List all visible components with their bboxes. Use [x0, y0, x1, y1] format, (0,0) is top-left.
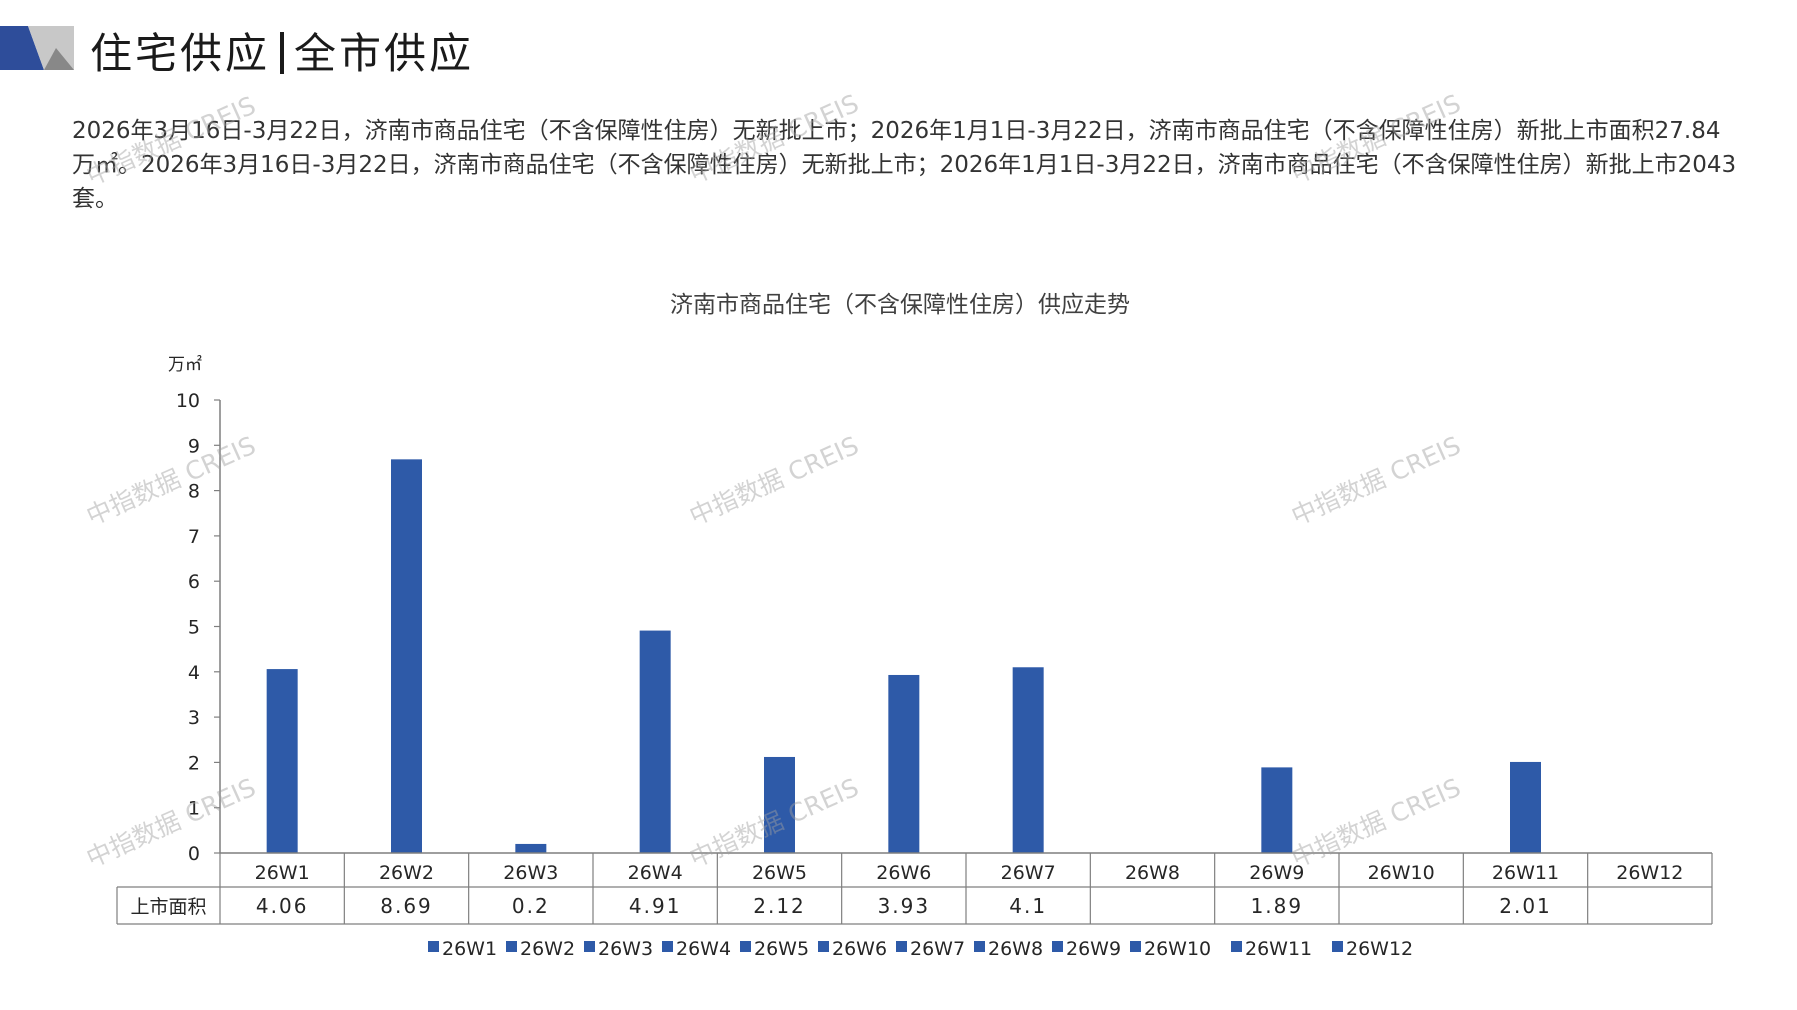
- y-tick-label: 1: [188, 798, 200, 820]
- legend-entry: 26W11: [1245, 938, 1312, 960]
- x-category-label: 26W7: [1001, 862, 1056, 884]
- y-tick-label: 6: [188, 571, 200, 593]
- y-tick-label: 7: [188, 526, 200, 548]
- y-axis-unit: 万㎡: [168, 355, 202, 375]
- legend-swatch: [428, 941, 439, 952]
- bar-26w4: [639, 630, 671, 853]
- bar-26w7: [1012, 667, 1044, 853]
- x-category-label: 26W12: [1616, 862, 1683, 884]
- legend-swatch: [1130, 941, 1141, 952]
- legend-swatch: [818, 941, 829, 952]
- legend-entry: 26W1: [442, 938, 497, 960]
- bar-26w9: [1261, 767, 1293, 853]
- table-value-label: 4.06: [256, 894, 309, 918]
- legend-swatch: [896, 941, 907, 952]
- table-value-label: 0.2: [512, 894, 550, 918]
- summary-paragraph: 2026年3月16日-3月22日，济南市商品住宅（不含保障性住房）无新批上市；2…: [72, 118, 1737, 212]
- y-tick-label: 9: [188, 435, 200, 457]
- y-tick-label: 8: [188, 481, 200, 503]
- x-category-label: 26W5: [752, 862, 807, 884]
- legend-entry: 26W2: [520, 938, 575, 960]
- supply-bar-chart: 济南市商品住宅（不含保障性住房）供应走势 万㎡ 0 1 2 3 4 5 6 7 8 9 10 26W1…: [116, 292, 1713, 960]
- bar-26w5: [764, 756, 795, 853]
- table-value-label: 2.01: [1499, 894, 1552, 918]
- legend-entry: 26W7: [910, 938, 965, 960]
- legend-swatch: [1231, 941, 1242, 952]
- table-value-label: 2.12: [753, 894, 806, 918]
- legend-entry: 26W6: [832, 938, 887, 960]
- logo-dark-shape: [0, 26, 44, 70]
- table-value-label: 4.1: [1009, 894, 1047, 918]
- legend-entry: 26W5: [754, 938, 809, 960]
- x-category-label: 26W11: [1492, 862, 1559, 884]
- page-title-subsection: 全市供应: [294, 29, 475, 78]
- x-category-label: 26W8: [1125, 862, 1180, 884]
- chart-title: 济南市商品住宅（不含保障性住房）供应走势: [670, 292, 1130, 318]
- x-category-label: 26W2: [379, 862, 434, 884]
- legend-swatch: [584, 941, 595, 952]
- legend-swatch: [740, 941, 751, 952]
- legend-entry: 26W4: [676, 938, 731, 960]
- legend-entry: 26W3: [598, 938, 653, 960]
- page-title-section: 住宅供应: [90, 29, 271, 78]
- y-tick-label: 10: [176, 390, 200, 412]
- x-category-label: 26W4: [628, 862, 683, 884]
- bar-26w3: [515, 843, 547, 853]
- page-title: 住宅供应 全市供应: [90, 20, 474, 81]
- logo-notch-shape: [44, 48, 74, 70]
- legend-swatch: [662, 941, 673, 952]
- table-value-label: 3.93: [878, 894, 931, 918]
- bar-26w6: [888, 674, 920, 853]
- bar-26w1: [266, 669, 298, 853]
- y-tick-label: 2: [188, 752, 200, 774]
- bar-26w11: [1510, 761, 1541, 853]
- bar-26w2: [391, 459, 422, 853]
- y-tick-label: 0: [188, 843, 200, 865]
- table-value-label: 4.91: [629, 894, 682, 918]
- y-tick-label: 3: [188, 707, 200, 729]
- legend-entry: 26W9: [1066, 938, 1121, 960]
- x-category-label: 26W9: [1249, 862, 1304, 884]
- table-value-label: 8.69: [380, 894, 433, 918]
- x-category-label: 26W1: [255, 862, 310, 884]
- y-tick-label: 5: [188, 617, 200, 639]
- x-category-label: 26W3: [503, 862, 558, 884]
- legend-entry: 26W8: [988, 938, 1043, 960]
- table-series-label: 上市面积: [130, 896, 206, 918]
- legend-swatch: [1332, 941, 1343, 952]
- legend-swatch: [974, 941, 985, 952]
- legend-swatch: [1052, 941, 1063, 952]
- x-category-label: 26W10: [1368, 862, 1435, 884]
- table-value-label: 1.89: [1251, 894, 1304, 918]
- legend-entry: 26W12: [1346, 938, 1413, 960]
- legend-swatch: [506, 941, 517, 952]
- x-category-label: 26W6: [876, 862, 931, 884]
- title-separator: [280, 32, 285, 74]
- plot-area: 0 1 2 3 4 5 6 7 8 9 10 26W1 26W2 26W3 26W4 26W5 26W6 26W7…: [116, 390, 1713, 960]
- brand-logo-mark: [0, 26, 74, 70]
- legend-entry: 26W10: [1144, 938, 1211, 960]
- y-tick-label: 4: [188, 662, 200, 684]
